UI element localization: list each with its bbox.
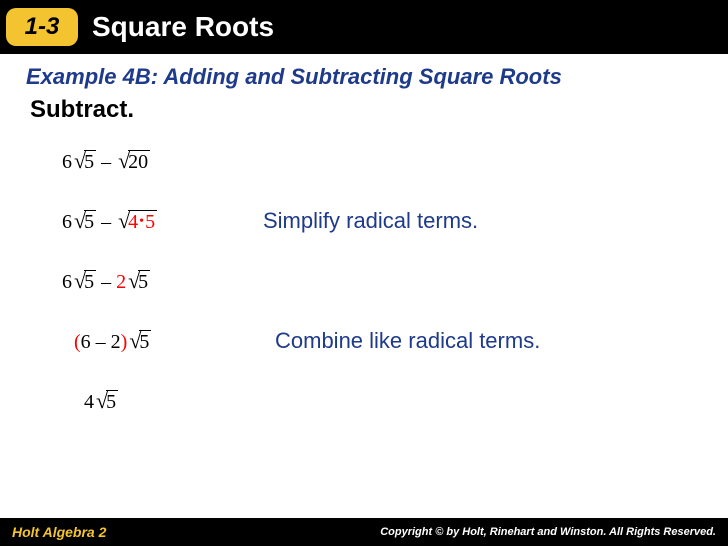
lesson-number-badge: 1-3	[6, 8, 78, 46]
radicand: 5	[139, 330, 151, 353]
example-title: Example 4B: Adding and Subtracting Squar…	[26, 64, 702, 90]
coef: 4	[84, 391, 94, 413]
paren-group: (6 – 2)	[74, 331, 127, 353]
coef: 6	[62, 271, 72, 293]
step-explanation: Simplify radical terms.	[263, 208, 478, 234]
operator: –	[101, 271, 111, 293]
step-row: 6√5 – √4•5 Simplify radical terms.	[62, 208, 702, 234]
step-row: 6√5 – √20	[62, 148, 702, 174]
math-expression: 6√5 – √4•5	[62, 208, 257, 234]
footer-book-title: Holt Algebra 2	[12, 524, 106, 540]
factored-radicand: 4•5	[128, 211, 155, 233]
lesson-number: 1-3	[25, 13, 60, 41]
math-expression: (6 – 2)√5	[74, 328, 269, 354]
math-expression: 6√5 – √20	[62, 148, 257, 174]
instruction: Subtract.	[30, 96, 702, 124]
step-row: (6 – 2)√5 Combine like radical terms.	[62, 328, 702, 354]
page-title: Square Roots	[92, 11, 274, 43]
math-expression: 4√5	[84, 388, 279, 414]
footer-copyright: Copyright © by Holt, Rinehart and Winsto…	[380, 526, 716, 538]
content-area: Example 4B: Adding and Subtracting Squar…	[0, 54, 728, 414]
operator: –	[101, 151, 111, 173]
step-explanation: Combine like radical terms.	[275, 328, 540, 354]
step-row: 6√5 – 2√5	[62, 268, 702, 294]
coef: 2	[116, 271, 126, 293]
radicand: 20	[128, 150, 150, 173]
step-row: 4√5	[62, 388, 702, 414]
footer-bar: Holt Algebra 2 Copyright © by Holt, Rine…	[0, 518, 728, 546]
math-expression: 6√5 – 2√5	[62, 268, 257, 294]
coef: 6	[62, 151, 72, 173]
coef: 6	[62, 211, 72, 233]
operator: –	[101, 211, 111, 233]
header-bar: 1-3 Square Roots	[0, 0, 728, 54]
